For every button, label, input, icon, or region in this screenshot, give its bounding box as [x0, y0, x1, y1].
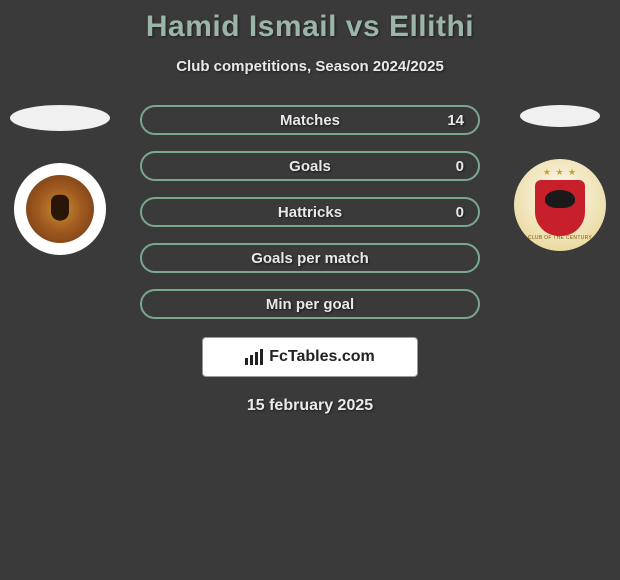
- crest-emblem-icon: [26, 175, 94, 243]
- stat-row-goals-per-match: Goals per match: [140, 243, 480, 273]
- stats-list: Matches 14 Goals 0 Hattricks 0 Goals per…: [140, 105, 480, 319]
- page-subtitle: Club competitions, Season 2024/2025: [20, 58, 600, 75]
- content: ★ ★ ★ CLUB OF THE CENTURY Matches 14 Goa…: [0, 105, 620, 415]
- stars-icon: ★ ★ ★: [543, 167, 577, 178]
- brand-text: FcTables.com: [269, 348, 375, 366]
- brand-badge[interactable]: FcTables.com: [202, 337, 418, 377]
- al-ahly-crest: ★ ★ ★ CLUB OF THE CENTURY: [514, 159, 606, 251]
- bar-chart-icon: [245, 349, 263, 365]
- stat-label: Matches: [280, 112, 340, 129]
- stat-label: Min per goal: [266, 296, 354, 313]
- team-left-badge-area: [0, 105, 120, 255]
- stat-label: Goals: [289, 158, 331, 175]
- stat-row-min-per-goal: Min per goal: [140, 289, 480, 319]
- player-silhouette-right: [520, 105, 600, 127]
- page-title: Hamid Ismail vs Ellithi: [20, 10, 600, 44]
- stat-row-hattricks: Hattricks 0: [140, 197, 480, 227]
- shield-icon: [535, 180, 585, 236]
- player-silhouette-left: [10, 105, 110, 131]
- stat-row-matches: Matches 14: [140, 105, 480, 135]
- crest-banner-text: CLUB OF THE CENTURY: [528, 235, 592, 241]
- stat-value: 0: [456, 204, 464, 221]
- umm-salal-crest: [14, 163, 106, 255]
- date-text: 15 february 2025: [0, 397, 620, 415]
- stat-label: Goals per match: [251, 250, 369, 267]
- header: Hamid Ismail vs Ellithi Club competition…: [0, 0, 620, 75]
- stat-value: 14: [447, 112, 464, 129]
- team-right-badge-area: ★ ★ ★ CLUB OF THE CENTURY: [500, 105, 620, 251]
- stat-label: Hattricks: [278, 204, 342, 221]
- stat-value: 0: [456, 158, 464, 175]
- stat-row-goals: Goals 0: [140, 151, 480, 181]
